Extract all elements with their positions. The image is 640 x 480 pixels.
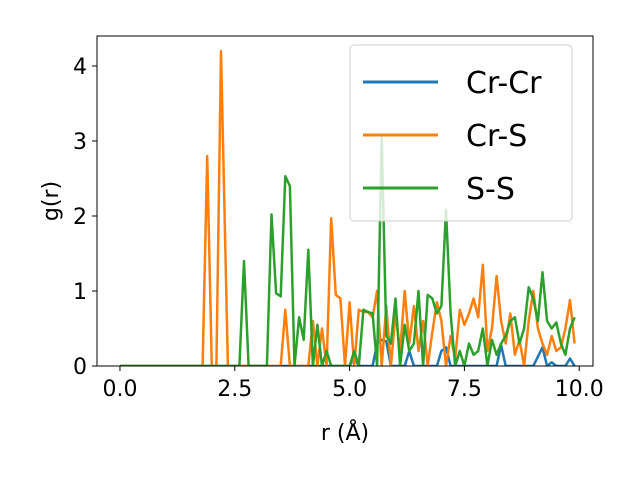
series-layer [120, 49, 576, 366]
x-tick-label: 10.0 [555, 377, 604, 402]
legend-label-cr-s: Cr-S [466, 119, 527, 154]
y-axis-label: g(r) [39, 181, 64, 221]
y-tick-label: 2 [73, 205, 87, 230]
series-line-cr-cr [120, 338, 576, 366]
y-tick-label: 1 [73, 280, 87, 305]
x-axis: 0.0 2.5 5.0 7.5 10.0 [102, 366, 604, 402]
y-tick-label: 0 [73, 355, 87, 380]
x-tick-label: 0.0 [102, 377, 137, 402]
x-tick-label: 5.0 [332, 377, 367, 402]
legend-label-cr-cr: Cr-Cr [466, 66, 542, 101]
x-tick-label: 7.5 [447, 377, 482, 402]
series-line-cr-s [120, 49, 576, 366]
plot-frame [96, 35, 594, 367]
legend: Cr-Cr Cr-S S-S [349, 44, 573, 222]
legend-label-s-s: S-S [466, 172, 515, 207]
y-tick-label: 4 [73, 55, 87, 80]
x-tick-label: 2.5 [217, 377, 252, 402]
y-axis: 0 1 2 3 4 [73, 55, 97, 380]
legend-box [349, 44, 573, 222]
series-line-s-s [120, 136, 576, 366]
x-axis-label: r (Å) [321, 419, 369, 446]
y-tick-label: 3 [73, 130, 87, 155]
